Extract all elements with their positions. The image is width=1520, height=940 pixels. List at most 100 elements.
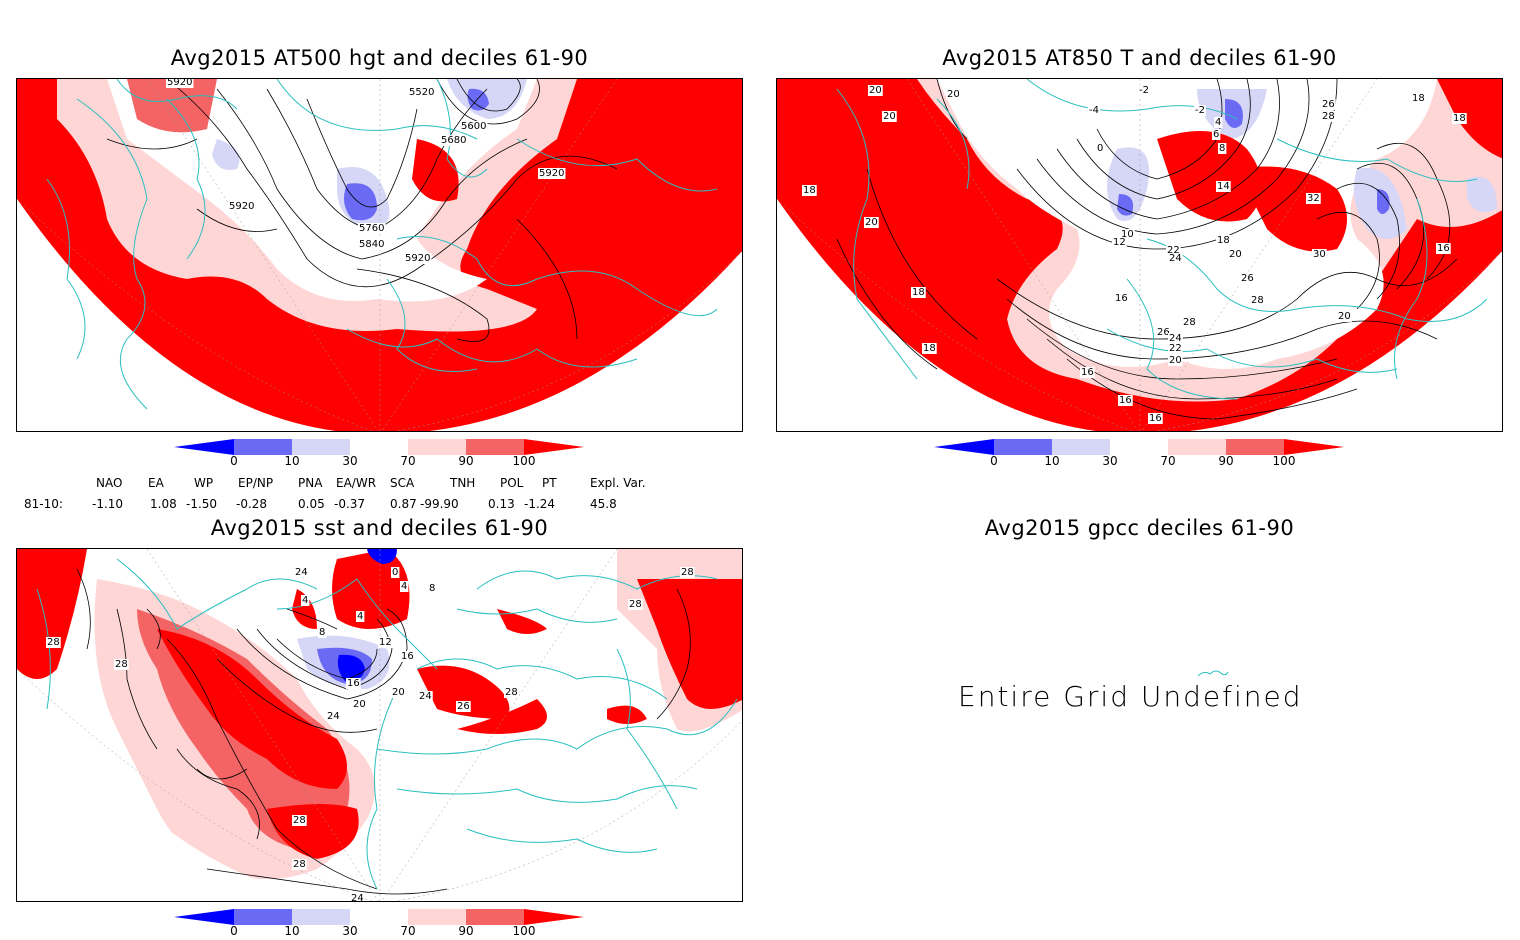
map-panel-t850: 20 -2 20 20 -4 -2 4 26 18 28 18 6 8 0 18… <box>776 78 1503 432</box>
index-header: EP/NP <box>238 476 274 490</box>
contour-label: 5920 <box>229 201 254 212</box>
contour-label: 20 <box>1338 311 1351 322</box>
colorbar-swatches <box>934 439 1344 455</box>
contour-label-box <box>404 253 432 264</box>
contour-label: 5760 <box>359 223 384 234</box>
contour-label: 28 <box>293 859 306 870</box>
contour-label: 28 <box>681 567 694 578</box>
contour-label: 4 <box>302 595 308 606</box>
contour-label: 24 <box>327 711 340 722</box>
map-panel-hgt500: 5920 5520 5600 5680 5920 5920 5920 5760 … <box>16 78 743 432</box>
contour-label: 5920 <box>167 79 192 88</box>
index-value: 0.13 <box>488 497 515 511</box>
contour-label-box <box>1216 235 1231 246</box>
contour-labels: 28 24 0 4 4 8 4 12 8 28 16 16 20 20 24 2… <box>46 567 695 902</box>
colorbar-label: 100 <box>512 924 536 938</box>
contour-label-box <box>1321 99 1336 110</box>
contour-label: -2 <box>1139 85 1149 96</box>
contour-label-box <box>1088 105 1100 116</box>
contour-label-box <box>318 627 327 638</box>
contour-label-box <box>346 678 361 689</box>
colorbar-label: 90 <box>1218 454 1234 468</box>
colorbar-swatch <box>234 439 292 455</box>
contour-label-box <box>1411 93 1426 104</box>
contour-label: 16 <box>401 651 414 662</box>
contour-label: 4 <box>1215 117 1221 128</box>
contour-label-box <box>400 651 415 662</box>
index-header: WP <box>194 476 214 490</box>
colorbar-swatch <box>408 439 466 455</box>
contour-label-box <box>292 859 307 870</box>
contour-label-box <box>1228 249 1243 260</box>
contour-label-box <box>418 691 433 702</box>
contour-label: 18 <box>1412 93 1425 104</box>
contour-label-box <box>1120 229 1135 240</box>
panel-title-hgt500: Avg2015 AT500 hgt and deciles 61-90 <box>170 46 589 70</box>
contour-label-box <box>1166 245 1181 256</box>
colorbar-label: 0 <box>230 454 238 468</box>
contour-label-box <box>1118 395 1133 406</box>
index-header: PNA <box>298 476 323 490</box>
colorbar-label: 0 <box>230 924 238 938</box>
contour-label-box <box>352 699 367 710</box>
contour-label-box <box>1321 111 1336 122</box>
contour-label: 24 <box>351 893 364 902</box>
contour-label: 20 <box>869 85 882 96</box>
colorbar-swatch <box>234 909 292 925</box>
index-value: 0.05 <box>298 497 325 511</box>
contour-label: 28 <box>505 687 518 698</box>
index-row-label: 81-10: <box>24 497 63 511</box>
contour-label: 28 <box>293 815 306 826</box>
contour-label: 28 <box>47 637 60 648</box>
contour-label-box <box>1452 113 1467 124</box>
contour-label: 28 <box>115 659 128 670</box>
colorbar-swatch <box>994 439 1052 455</box>
panel-title-t850: Avg2015 AT850 T and deciles 61-90 <box>942 46 1337 70</box>
contour-label-box <box>538 168 566 179</box>
colorbar-swatch <box>934 439 994 455</box>
contour-label: 4 <box>357 611 363 622</box>
colorbar-label: 10 <box>284 454 300 468</box>
contour-label-box <box>301 595 310 606</box>
contour-label: 28 <box>1183 317 1196 328</box>
index-header: SCA <box>390 476 415 490</box>
colorbar-swatch <box>524 909 584 925</box>
contour-label: 16 <box>1119 395 1132 406</box>
contour-label: 18 <box>803 185 816 196</box>
contour-label: 24 <box>295 567 308 578</box>
colorbar-label: 100 <box>512 454 536 468</box>
contour-label: 20 <box>947 89 960 100</box>
contour-label: 28 <box>1251 295 1264 306</box>
contour-label-box <box>460 121 488 132</box>
contour-label-box <box>294 567 309 578</box>
contour-label: 16 <box>1115 293 1128 304</box>
colorbar-swatch <box>292 439 350 455</box>
contour-label-box <box>1168 355 1183 366</box>
colorbar-swatch <box>524 439 584 455</box>
colorbar-label: 90 <box>458 454 474 468</box>
contour-label: 26 <box>1241 273 1254 284</box>
contour-label-box <box>864 217 879 228</box>
contour-label-box <box>1212 129 1221 140</box>
graticule <box>777 79 1502 431</box>
contour-lines <box>76 568 691 895</box>
contour-label-box <box>166 79 194 88</box>
contour-label-box <box>1080 367 1095 378</box>
panel-title-sst: Avg2015 sst and deciles 61-90 <box>210 516 549 540</box>
contour-label: 6 <box>1213 129 1219 140</box>
contour-label: 20 <box>1229 249 1242 260</box>
contour-label-box <box>408 87 436 98</box>
index-value: 0.87 <box>390 497 417 511</box>
contour-label-box <box>456 701 471 712</box>
contour-label: 5920 <box>405 253 430 264</box>
contour-label: 18 <box>923 343 936 354</box>
contour-label: 20 <box>353 699 366 710</box>
contour-label: 18 <box>1453 113 1466 124</box>
contour-labels: 20 -2 20 20 -4 -2 4 26 18 28 18 6 8 0 18… <box>802 85 1467 424</box>
contour-label: 24 <box>1169 333 1182 344</box>
contour-label: -2 <box>1195 105 1205 116</box>
contour-label-box <box>946 89 961 100</box>
contour-label-box <box>1306 193 1321 204</box>
colorbar-swatch <box>408 909 466 925</box>
contour-label-box <box>356 611 365 622</box>
